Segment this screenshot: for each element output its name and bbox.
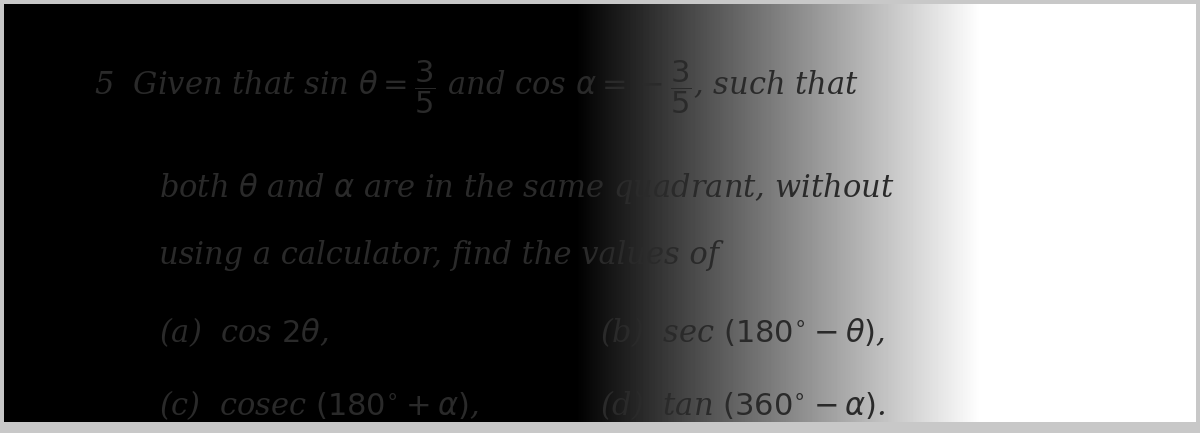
Text: (b)  sec $(180^{\circ}-\theta)$,: (b) sec $(180^{\circ}-\theta)$, [600, 315, 886, 349]
Text: (a)  cos $2\theta$,: (a) cos $2\theta$, [160, 315, 329, 349]
Text: (c)  cosec $(180^{\circ}+\alpha)$,: (c) cosec $(180^{\circ}+\alpha)$, [160, 388, 479, 422]
Text: 5  Given that sin $\theta =\dfrac{3}{5}$ and cos $\alpha =-\dfrac{3}{5}$, such t: 5 Given that sin $\theta =\dfrac{3}{5}$ … [94, 58, 858, 116]
Text: (d)  tan $(360^{\circ}-\alpha)$.: (d) tan $(360^{\circ}-\alpha)$. [600, 388, 886, 422]
Text: using a calculator, find the values of: using a calculator, find the values of [160, 240, 719, 271]
Text: both $\theta$ and $\alpha$ are in the same quadrant, without: both $\theta$ and $\alpha$ are in the sa… [160, 171, 894, 206]
